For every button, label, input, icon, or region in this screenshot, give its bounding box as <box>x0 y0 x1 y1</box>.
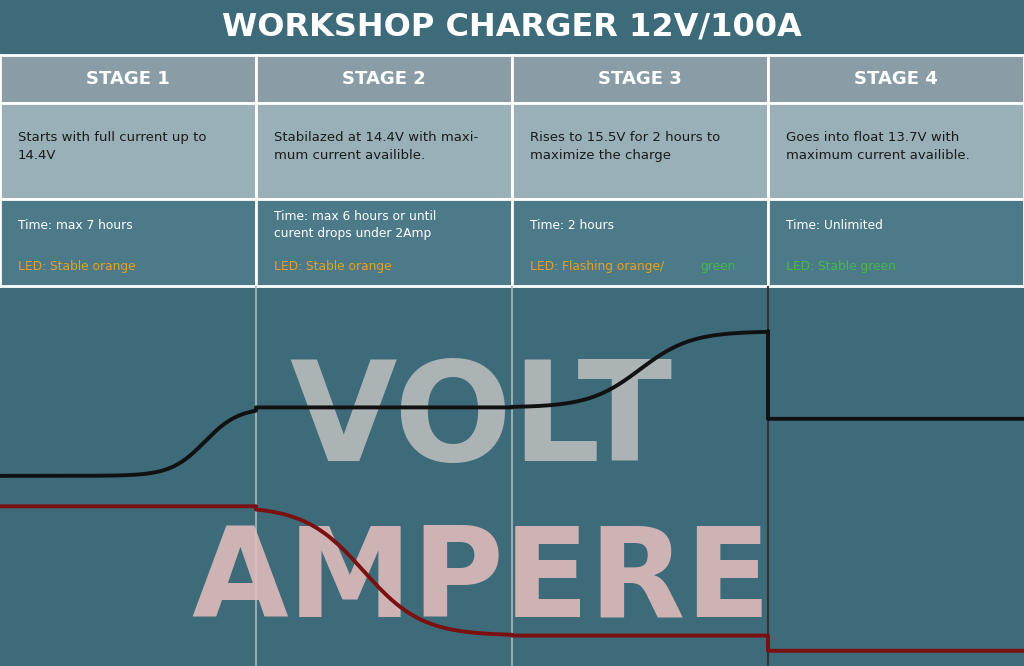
Text: Time: max 6 hours or until
curent drops under 2Amp: Time: max 6 hours or until curent drops … <box>274 210 436 240</box>
Text: green: green <box>700 260 735 273</box>
Text: Time: Unlimited: Time: Unlimited <box>786 218 883 232</box>
Text: WORKSHOP CHARGER 12V/100A: WORKSHOP CHARGER 12V/100A <box>222 12 802 43</box>
Text: AMPERE: AMPERE <box>191 522 771 643</box>
Text: VOLT: VOLT <box>290 355 673 490</box>
Text: Stabilazed at 14.4V with maxi-
mum current availible.: Stabilazed at 14.4V with maxi- mum curre… <box>274 131 478 162</box>
Text: LED: Stable orange: LED: Stable orange <box>18 260 135 273</box>
Text: STAGE 3: STAGE 3 <box>598 69 682 88</box>
Text: STAGE 1: STAGE 1 <box>86 69 170 88</box>
Text: LED: Stable green: LED: Stable green <box>786 260 896 273</box>
Text: Rises to 15.5V for 2 hours to
maximize the charge: Rises to 15.5V for 2 hours to maximize t… <box>530 131 720 162</box>
Text: LED: Stable orange: LED: Stable orange <box>274 260 391 273</box>
Text: Time: 2 hours: Time: 2 hours <box>530 218 614 232</box>
Text: LED: Flashing orange/: LED: Flashing orange/ <box>530 260 664 273</box>
Text: Starts with full current up to
14.4V: Starts with full current up to 14.4V <box>18 131 207 162</box>
Text: STAGE 2: STAGE 2 <box>342 69 426 88</box>
Text: STAGE 4: STAGE 4 <box>854 69 938 88</box>
Text: Time: max 7 hours: Time: max 7 hours <box>18 218 133 232</box>
Text: Goes into float 13.7V with
maximum current availible.: Goes into float 13.7V with maximum curre… <box>786 131 970 162</box>
